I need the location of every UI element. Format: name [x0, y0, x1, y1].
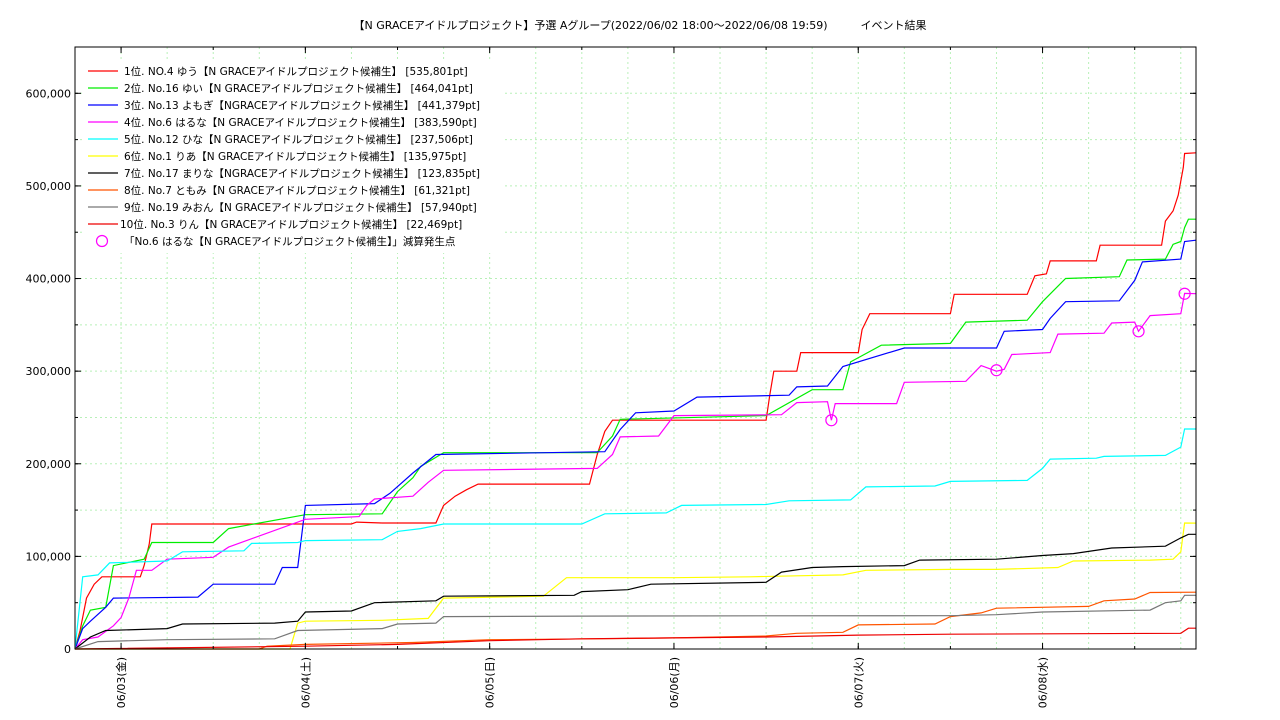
deduction-marker-2: [990, 364, 1003, 377]
legend-label-2: 2位. No.16 ゆい【N GRACEアイドルプロジェクト候補生】 [464,…: [124, 82, 473, 95]
series-line-6: [75, 522, 1197, 650]
series-group: [74, 152, 1197, 650]
legend-label-8: 8位. No.7 ともみ【N GRACEアイドルプロジェクト候補生】 [61,3…: [124, 184, 470, 197]
legend-marker-swatch: [95, 234, 109, 248]
chart-title: 【N GRACEアイドルプロジェクト】予選 Aグループ(2022/06/02 1…: [353, 19, 927, 32]
series-line-2: [74, 218, 1196, 650]
legend-label-10: 10位. No.3 りん【N GRACEアイドルプロジェクト候補生】 [22,4…: [120, 218, 462, 231]
x-tick-label: 06/04(土): [299, 657, 312, 708]
legend-marker-label: 「No.6 はるな【N GRACEアイドルプロジェクト候補生】」減算発生点: [124, 235, 455, 248]
deduction-marker-3: [1132, 325, 1145, 338]
plot-frame: [74, 46, 1197, 650]
legend-label-5: 5位. No.12 ひな【N GRACEアイドルプロジェクト候補生】 [237,…: [124, 133, 473, 146]
x-tick-label: 06/07(火): [852, 657, 865, 708]
y-tick-label: 300,000: [26, 365, 72, 378]
x-tick-label: 06/06(月): [668, 657, 681, 708]
y-tick-label: 400,000: [26, 273, 72, 286]
y-tick-label: 600,000: [26, 87, 72, 100]
series-line-7: [74, 533, 1196, 650]
deduction-marker-1: [825, 414, 838, 427]
x-tick-label: 06/03(金): [114, 657, 128, 708]
legend-label-4: 4位. No.6 はるな【N GRACEアイドルプロジェクト候補生】 [383,…: [124, 116, 477, 129]
y-tick-label: 500,000: [26, 180, 72, 193]
series-line-10: [74, 627, 1196, 650]
x-tick-label: 06/08(水): [1037, 657, 1050, 708]
legend-label-6: 6位. No.1 りあ【N GRACEアイドルプロジェクト候補生】 [135,9…: [124, 150, 466, 163]
legend-label-9: 9位. No.19 みおん【N GRACEアイドルプロジェクト候補生】 [57,…: [124, 201, 477, 214]
deduction-marker-4: [1178, 287, 1191, 300]
axis-ticks: 0 100,000 200,000 300,000 400,000 500,000 600,…: [26, 46, 1196, 708]
legend-label-7: 7位. No.17 まりな【NGRACEアイドルプロジェクト候補生】 [123,…: [124, 167, 480, 180]
y-tick-label: 100,000: [26, 550, 72, 563]
series-line-9: [74, 594, 1196, 650]
y-tick-label: 200,000: [26, 458, 72, 471]
series-line-5: [74, 428, 1196, 650]
x-tick-label: 06/05(日): [484, 657, 497, 708]
legend: 1位. NO.4 ゆう【N GRACEアイドルプロジェクト候補生】 [535,8…: [82, 60, 502, 253]
legend-label-1: 1位. NO.4 ゆう【N GRACEアイドルプロジェクト候補生】 [535,8…: [124, 65, 468, 78]
marker-group: [825, 287, 1191, 427]
series-line-8: [75, 591, 1197, 650]
series-line-3: [74, 239, 1197, 650]
y-tick-label: 0: [64, 643, 71, 656]
legend-label-3: 3位. No.13 よもぎ【NGRACEアイドルプロジェクト候補生】 [441,…: [124, 99, 480, 112]
series-line-4: [74, 292, 1197, 650]
legend-background: [82, 60, 502, 253]
